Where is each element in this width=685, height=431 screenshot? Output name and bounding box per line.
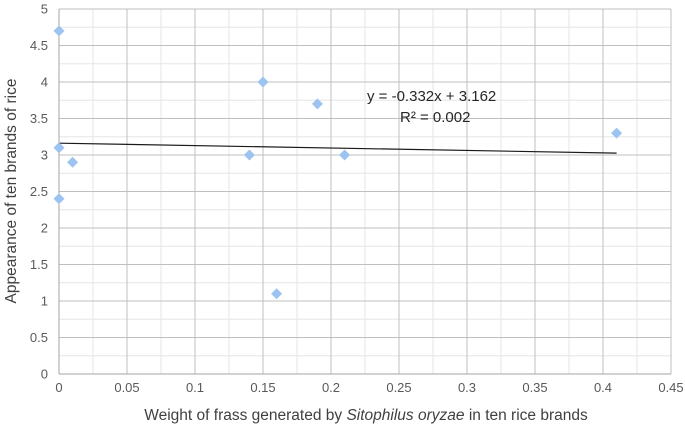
y-tick-label: 5	[41, 2, 48, 17]
grid-lines	[58, 8, 672, 375]
data-point	[53, 25, 65, 37]
data-points	[53, 25, 623, 300]
trendline	[58, 142, 617, 154]
data-point	[611, 127, 623, 139]
x-axis-title-species: Sitophilus oryzae	[346, 407, 464, 424]
y-tick-label: 4	[41, 75, 48, 90]
y-axis-title: Appearance of ten brands of rice	[3, 79, 20, 304]
y-tick-label: 3.5	[30, 111, 48, 126]
x-tick-label: 0.45	[658, 380, 683, 395]
data-point	[67, 156, 79, 168]
y-tick-label: 2.5	[30, 184, 48, 199]
y-tick-label: 0.5	[30, 330, 48, 345]
x-tick-label: 0.2	[322, 380, 340, 395]
x-tick-label: 0.3	[458, 380, 476, 395]
x-tick-label: 0.35	[522, 380, 547, 395]
y-tick-label: 0	[41, 367, 48, 382]
x-tick-label: 0.1	[186, 380, 204, 395]
x-tick-label: 0.15	[250, 380, 275, 395]
x-axis-title-suffix: in ten rice brands	[465, 407, 588, 424]
y-tick-label: 1.5	[30, 257, 48, 272]
data-point	[243, 149, 255, 161]
data-point	[339, 149, 351, 161]
x-axis-title-prefix: Weight of frass generated by	[144, 407, 346, 424]
x-tick-label: 0.4	[594, 380, 612, 395]
data-point	[271, 288, 283, 300]
y-tick-label: 3	[41, 148, 48, 163]
x-axis-title: Weight of frass generated by Sitophilus …	[144, 407, 588, 424]
axes	[58, 9, 671, 375]
data-point	[257, 76, 269, 88]
y-tick-labels: 0 0.5 1 1.5 2 2.5 3 3.5 4 4.5 5	[30, 2, 48, 382]
x-tick-label: 0.05	[114, 380, 139, 395]
y-tick-label: 2	[41, 221, 48, 236]
data-point	[53, 142, 65, 154]
y-tick-label: 1	[41, 294, 48, 309]
y-tick-label: 4.5	[30, 38, 48, 53]
x-tick-label: 0.25	[386, 380, 411, 395]
x-tick-labels: 0 0.05 0.1 0.15 0.2 0.25 0.3 0.35 0.4 0.45	[55, 380, 683, 395]
trendline-equation: y = -0.332x + 3.162	[367, 88, 496, 105]
trendline-group	[58, 142, 617, 154]
data-point	[311, 98, 323, 110]
trendline-r-squared: R² = 0.002	[400, 109, 470, 126]
data-point	[53, 193, 65, 205]
x-tick-label: 0	[55, 380, 62, 395]
